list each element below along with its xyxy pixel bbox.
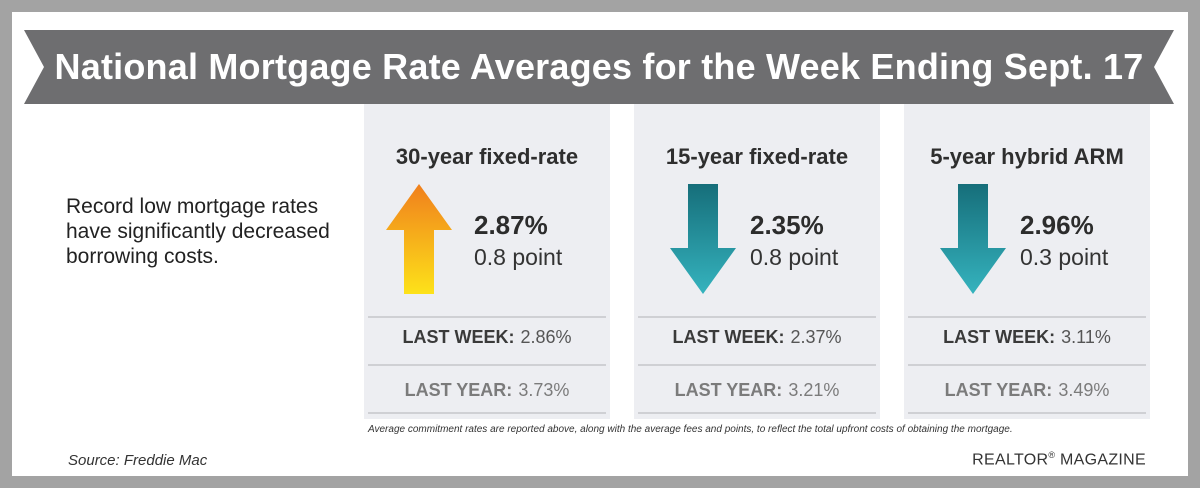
card-title: 5-year hybrid ARM [930,144,1124,169]
card-title: 15-year fixed-rate [665,144,849,169]
divider [638,316,876,318]
card-title: 30-year fixed-rate [395,144,579,169]
intro-text: Record low mortgage rates have significa… [66,195,330,268]
last-week-label: LAST WEEK: [402,327,515,347]
arrow-down-icon [670,184,736,294]
last-week-label: LAST WEEK: [943,327,1056,347]
brand-name: REALTOR [972,451,1049,469]
divider [368,412,606,414]
last-year-label: LAST YEAR: [944,380,1053,400]
rate-card-30-year: 30-year fixed-rate 2.87% 0.8 point LAST … [364,104,610,419]
last-week-row: LAST WEEK: 2.86% [364,327,610,348]
rate-card-15-year: 15-year fixed-rate 2.35% 0.8 point LAST … [634,104,880,419]
last-year-row: LAST YEAR: 3.73% [364,380,610,401]
banner-ribbon-shape [24,30,1174,104]
last-week-row: LAST WEEK: 2.37% [634,327,880,348]
last-year-value: 3.49% [1058,380,1110,400]
last-year-row: LAST YEAR: 3.49% [904,380,1150,401]
last-year-label: LAST YEAR: [404,380,513,400]
rate-change: 0.3 point [1020,244,1109,270]
last-week-value: 2.37% [790,327,842,347]
title-banner: National Mortgage Rate Averages for the … [24,30,1174,104]
last-year-label: LAST YEAR: [674,380,783,400]
rate-value: 2.96% [1020,210,1094,240]
last-week-value: 3.11% [1061,327,1111,347]
source-credit: Source: Freddie Mac [68,452,208,469]
footnote: Average commitment rates are reported ab… [368,424,1013,435]
brand-logo-text: REALTOR® MAGAZINE [972,450,1146,469]
brand-suffix: MAGAZINE [1055,451,1146,469]
rate-change: 0.8 point [474,244,563,270]
divider [908,316,1146,318]
rate-value: 2.35% [750,210,824,240]
last-week-row: LAST WEEK: 3.11% [904,327,1150,348]
divider [368,364,606,366]
divider [638,412,876,414]
last-week-label: LAST WEEK: [672,327,785,347]
rate-card-5-year-arm: 5-year hybrid ARM 2.96% 0.3 point LAST W… [904,104,1150,419]
divider [908,364,1146,366]
last-week-value: 2.86% [520,327,572,347]
rate-value: 2.87% [474,210,548,240]
arrow-down-icon [940,184,1006,294]
last-year-row: LAST YEAR: 3.21% [634,380,880,401]
last-year-value: 3.73% [518,380,570,400]
last-year-value: 3.21% [788,380,840,400]
registered-mark: ® [1048,450,1056,460]
page-title: National Mortgage Rate Averages for the … [54,46,1144,87]
arrow-up-icon [386,184,452,294]
divider [638,364,876,366]
divider [368,316,606,318]
divider [908,412,1146,414]
rate-change: 0.8 point [750,244,839,270]
